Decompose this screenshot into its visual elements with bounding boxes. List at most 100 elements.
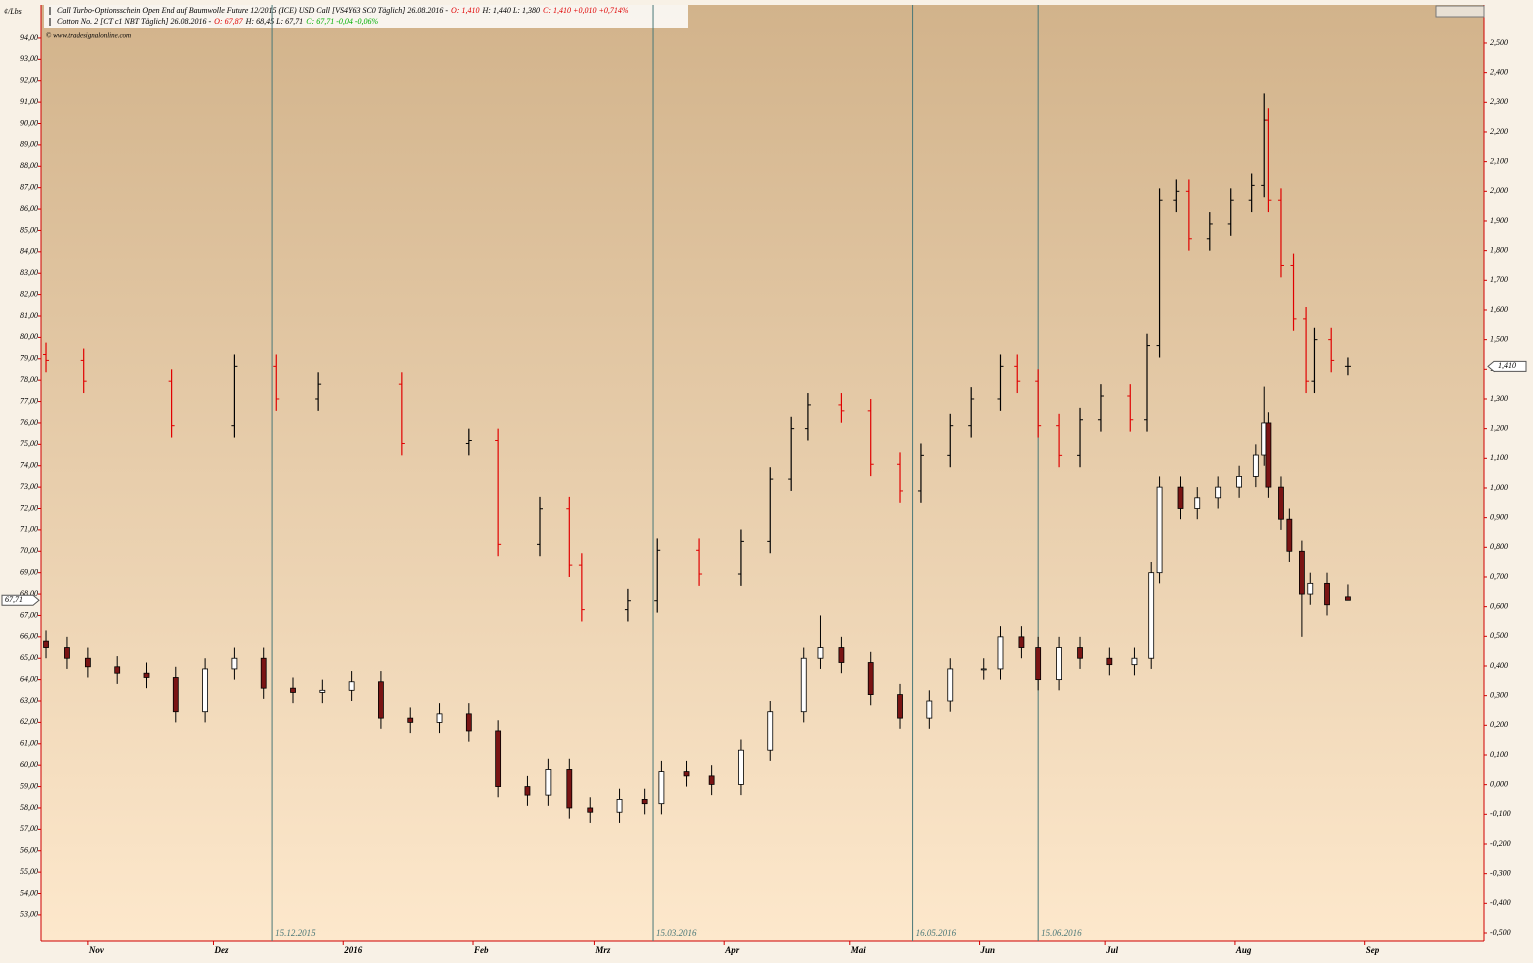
candle-body xyxy=(566,769,573,809)
candle-body xyxy=(1077,647,1083,659)
y-tick-label: 87,00 xyxy=(20,182,38,191)
legend-text: H: 1,440 L: 1,380 xyxy=(481,6,540,15)
candle-body xyxy=(1156,486,1163,574)
y2-tick-label: 0,300 xyxy=(1490,690,1508,699)
candle-body xyxy=(290,687,296,693)
y2-tick-label: 0,800 xyxy=(1490,542,1508,551)
y-tick-label: 64,00 xyxy=(20,674,38,683)
x-tick-label: Aug xyxy=(1235,945,1252,955)
y2-tick-label: 0,700 xyxy=(1490,572,1508,581)
y2-tick-label: 1,100 xyxy=(1490,453,1508,462)
candle-body xyxy=(260,657,267,689)
y2-tick-label: 2,000 xyxy=(1490,186,1508,195)
y-tick-label: 54,00 xyxy=(20,888,38,897)
candle-body xyxy=(1215,486,1222,499)
y2-tick-label: 0,200 xyxy=(1490,720,1508,729)
candle-body xyxy=(231,657,238,670)
y2-tick-label: -0,300 xyxy=(1490,868,1511,877)
candle-body xyxy=(465,713,472,732)
y2-tick-label: 2,100 xyxy=(1490,156,1508,165)
date-marker-label: 15.03.2016 xyxy=(656,928,697,938)
y2-tick-label: -0,100 xyxy=(1490,809,1511,818)
candle-body xyxy=(1286,518,1293,552)
candle-body xyxy=(1298,550,1305,595)
legend-text: C: 1,410 +0,010 +0,714% xyxy=(543,6,629,15)
legend-box xyxy=(44,5,688,28)
y2-tick-label: 1,800 xyxy=(1490,245,1508,254)
y-tick-label: 79,00 xyxy=(20,354,38,363)
plot-area xyxy=(41,5,1484,941)
candle-body xyxy=(1265,422,1272,488)
candle-body xyxy=(1018,636,1025,648)
y2-tick-label: 1,600 xyxy=(1490,305,1508,314)
plot-layer: Call Turbo-Optionsschein Open End auf Ba… xyxy=(1,5,1527,955)
legend-text: H: 68,45 L: 67,71 xyxy=(245,17,304,26)
candle-body xyxy=(641,799,648,805)
y2-tick-label: 0,400 xyxy=(1490,661,1508,670)
y2-tick-label: 0,600 xyxy=(1490,601,1508,610)
y2-tick-label: 2,400 xyxy=(1490,67,1508,76)
x-tick-label: Mrz xyxy=(594,945,611,955)
x-tick-label: Sep xyxy=(1366,945,1380,955)
y2-tick-label: 2,500 xyxy=(1490,38,1508,47)
copyright: © www.tradesignalonline.com xyxy=(46,32,131,40)
y2-tick-label: -0,400 xyxy=(1490,898,1511,907)
x-tick-label: Dez xyxy=(213,945,228,955)
candle-body xyxy=(897,694,903,719)
candle-body xyxy=(658,771,665,805)
y-tick-label: 77,00 xyxy=(20,396,38,405)
y-tick-label: 59,00 xyxy=(20,781,38,790)
x-tick-label: 2016 xyxy=(343,945,363,955)
candle-body xyxy=(1056,647,1062,681)
y-tick-label: 89,00 xyxy=(20,140,38,149)
candle-body xyxy=(587,807,594,813)
candle-body xyxy=(1194,497,1201,509)
y2-tick-label: 2,300 xyxy=(1490,97,1508,106)
last-value-box xyxy=(1,594,40,606)
y-unit: ¢/Lbs xyxy=(4,7,22,16)
y-tick-label: 67,00 xyxy=(20,610,38,619)
toolbar[interactable] xyxy=(1435,5,1485,18)
candle-body xyxy=(84,657,91,668)
y-tick-label: 75,00 xyxy=(20,439,38,448)
y2-tick-label: 1,200 xyxy=(1490,423,1508,432)
y-tick-label: 68,00 xyxy=(20,589,38,598)
y-tick-label: 91,00 xyxy=(20,97,38,106)
y-tick-label: 74,00 xyxy=(20,461,38,470)
legend-text: Call Turbo-Optionsschein Open End auf Ba… xyxy=(57,6,448,15)
last-value-box xyxy=(1487,360,1527,372)
y2-tick-label: 0,900 xyxy=(1490,512,1508,521)
y-tick-label: 80,00 xyxy=(20,332,38,341)
y-tick-label: 78,00 xyxy=(20,375,38,384)
legend-text: O: 67,87 xyxy=(214,17,243,26)
candle-body xyxy=(947,668,954,702)
candle-body xyxy=(1035,647,1042,681)
y-tick-label: 84,00 xyxy=(20,247,38,256)
y-tick-label: 61,00 xyxy=(20,739,38,748)
y-tick-label: 86,00 xyxy=(20,204,38,213)
y-tick-label: 53,00 xyxy=(20,910,38,919)
candle-body xyxy=(980,668,987,671)
y-tick-label: 58,00 xyxy=(20,803,38,812)
window-buttons[interactable] xyxy=(1435,5,1485,18)
y-tick-label: 56,00 xyxy=(20,846,38,855)
candle-body xyxy=(1278,486,1284,520)
y-tick-label: 88,00 xyxy=(20,161,38,170)
y2-tick-label: 2,200 xyxy=(1490,127,1508,136)
legend-text: Cotton No. 2 [CT c1 NBT Täglich] 26.08.2… xyxy=(57,17,212,26)
y-tick-label: 57,00 xyxy=(20,824,38,833)
candle-body xyxy=(1324,582,1330,606)
candle-body xyxy=(524,786,531,796)
y-tick-label: 72,00 xyxy=(20,503,38,512)
candle-body xyxy=(1345,596,1351,601)
y2-tick-label: 1,900 xyxy=(1490,216,1508,225)
y2-tick-label: 0,000 xyxy=(1490,779,1508,788)
y-tick-label: 55,00 xyxy=(20,867,38,876)
y-tick-label: 69,00 xyxy=(20,568,38,577)
candle-body xyxy=(708,775,715,785)
y2-tick-label: 0,100 xyxy=(1490,750,1508,759)
y-tick-label: 83,00 xyxy=(20,268,38,277)
candle-body xyxy=(1148,572,1155,659)
y-tick-label: 60,00 xyxy=(20,760,38,769)
